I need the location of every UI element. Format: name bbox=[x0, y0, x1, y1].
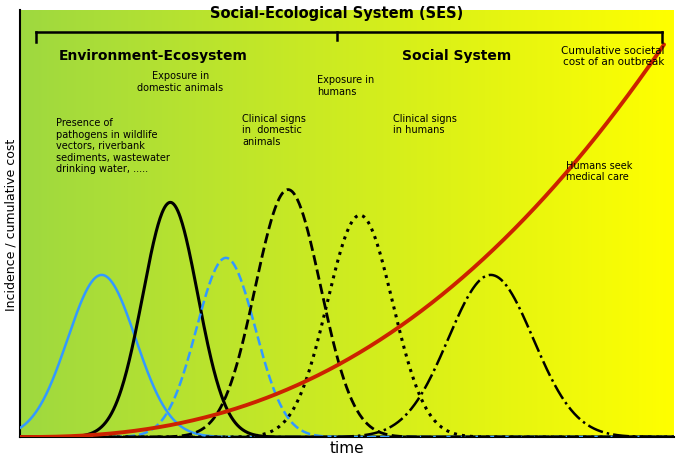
Y-axis label: Incidence / cumulative cost: Incidence / cumulative cost bbox=[4, 138, 17, 310]
Text: Environment-Ecosystem: Environment-Ecosystem bbox=[59, 49, 248, 63]
X-axis label: time: time bbox=[330, 440, 364, 455]
Text: Humans seek
medical care: Humans seek medical care bbox=[566, 160, 633, 182]
Text: Cumulative societal
cost of an outbreak: Cumulative societal cost of an outbreak bbox=[561, 45, 664, 67]
Text: Clinical signs
in humans: Clinical signs in humans bbox=[393, 113, 456, 135]
Text: Social System: Social System bbox=[403, 49, 512, 63]
Text: Clinical signs
in  domestic
animals: Clinical signs in domestic animals bbox=[242, 113, 306, 147]
Text: Exposure in
domestic animals: Exposure in domestic animals bbox=[137, 71, 223, 93]
Text: Presence of
pathogens in wildlife
vectors, riverbank
sediments, wastewater
drink: Presence of pathogens in wildlife vector… bbox=[56, 118, 170, 174]
Text: Social-Ecological System (SES): Social-Ecological System (SES) bbox=[210, 6, 464, 21]
Text: Exposure in
humans: Exposure in humans bbox=[317, 75, 375, 97]
